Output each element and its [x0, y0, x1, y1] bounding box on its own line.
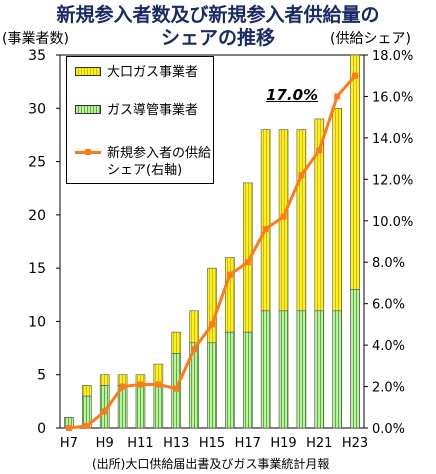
right-axis-tick-label: 8.0%	[372, 256, 405, 271]
x-axis-tick-label: H15	[199, 436, 225, 451]
x-axis-tick-label: H17	[235, 436, 261, 451]
left-axis-tick-label: 25	[28, 155, 46, 171]
bar-gas-pipeline	[296, 310, 307, 429]
bar-gas-pipeline	[207, 342, 217, 429]
left-axis-tick-label: 15	[28, 261, 46, 277]
bar-gas-pipeline	[153, 385, 164, 429]
share-point	[209, 321, 215, 328]
left-axis-tick-label: 30	[28, 101, 46, 117]
share-point	[65, 425, 72, 431]
source-note: (出所)大口供給届出書及びガス事業統計月報	[92, 457, 330, 471]
share-point	[119, 383, 126, 390]
share-point	[334, 93, 341, 100]
legend-label: 大口ガス事業者	[107, 65, 199, 80]
right-axis-tick-label: 16.0%	[372, 90, 413, 105]
share-point	[155, 381, 162, 388]
bar-gas-pipeline	[135, 385, 146, 429]
bar-large-gas	[296, 129, 307, 312]
bar-gas-pipeline	[225, 331, 235, 429]
left-axis-unit: (事業者数)	[2, 31, 69, 47]
x-axis-tick-label: H19	[270, 436, 296, 451]
bar-gas-pipeline	[314, 310, 325, 429]
right-axis-tick-label: 2.0%	[372, 381, 405, 396]
share-point	[244, 259, 251, 266]
share-point	[298, 172, 305, 179]
bar-gas-pipeline	[260, 310, 271, 429]
left-axis-tick-label: 5	[37, 368, 46, 384]
bar-gas-pipeline	[278, 310, 289, 429]
legend-item-pipeline: ガス導管事業者	[75, 102, 198, 119]
right-axis-tick-label: 0.0%	[372, 422, 405, 437]
right-axis-tick-label: 12.0%	[372, 173, 413, 188]
right-axis-tick-label: 14.0%	[372, 132, 413, 147]
left-axis-tick-label: 10	[28, 314, 46, 330]
left-axis-tick-label: 20	[28, 208, 46, 224]
bar-gas-pipeline	[242, 331, 253, 429]
bar-large-gas	[171, 331, 182, 354]
share-point	[101, 408, 108, 415]
bar-large-gas	[332, 107, 342, 312]
x-axis-tick-label: H7	[60, 436, 78, 451]
x-axis-tick-label: H13	[163, 436, 189, 451]
chart-title-line1: 新規参入者数及び新規参入者供給量の	[56, 4, 380, 26]
left-axis-tick-label: 35	[28, 48, 46, 64]
x-axis-tick-label: H9	[96, 436, 114, 451]
chart-title-line2: シェアの推移	[160, 27, 275, 49]
bar-gas-pipeline	[350, 289, 360, 429]
share-point	[191, 346, 198, 353]
annotation-17-percent: 17.0%	[266, 86, 319, 104]
legend-label: ガス導管事業者	[107, 103, 199, 118]
legend: 大口ガス事業者 ガス導管事業者 新規参入者の供給 シェア(右軸)	[66, 56, 214, 184]
bar-large-gas	[82, 385, 92, 397]
legend-label-line1: 新規参入者の供給	[107, 146, 212, 161]
right-axis-unit: (供給シェア)	[330, 31, 411, 47]
x-axis-tick-label: H23	[342, 436, 368, 451]
right-axis-tick-label: 6.0%	[372, 298, 405, 313]
share-point	[173, 385, 180, 392]
legend-swatch-green	[75, 105, 101, 114]
legend-swatch-yellow	[75, 67, 101, 76]
bar-large-gas	[189, 310, 199, 344]
bar-large-gas	[242, 182, 253, 333]
bar-large-gas	[350, 54, 360, 290]
legend-item-share: 新規参入者の供給 シェア(右軸)	[75, 145, 211, 179]
share-point	[280, 213, 287, 220]
bar-large-gas	[99, 374, 110, 386]
share-point	[226, 271, 233, 278]
right-axis-tick-label: 4.0%	[372, 339, 405, 354]
share-point	[83, 422, 90, 429]
legend-label: 新規参入者の供給 シェア(右軸)	[107, 145, 211, 179]
right-axis-tick-label: 18.0%	[372, 49, 413, 64]
bar-large-gas	[207, 267, 217, 344]
share-point	[352, 72, 359, 79]
legend-item-large-gas: 大口ガス事業者	[75, 64, 198, 81]
left-axis-tick-label: 0	[37, 421, 46, 437]
x-axis-tick-label: H21	[306, 436, 332, 451]
legend-swatch-line	[75, 145, 101, 159]
x-axis-tick-label: H11	[127, 436, 153, 451]
share-point	[137, 381, 144, 388]
legend-label-line2: シェア(右軸)	[107, 163, 183, 178]
right-axis-tick-label: 10.0%	[372, 215, 413, 230]
bar-gas-pipeline	[332, 310, 342, 429]
share-point	[316, 147, 323, 154]
bar-large-gas	[225, 257, 235, 333]
bar-large-gas	[260, 129, 271, 312]
bar-large-gas	[314, 118, 325, 312]
share-point	[262, 226, 269, 233]
